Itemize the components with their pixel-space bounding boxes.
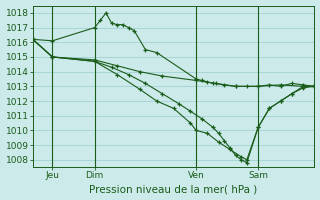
X-axis label: Pression niveau de la mer( hPa ): Pression niveau de la mer( hPa ) <box>90 184 258 194</box>
